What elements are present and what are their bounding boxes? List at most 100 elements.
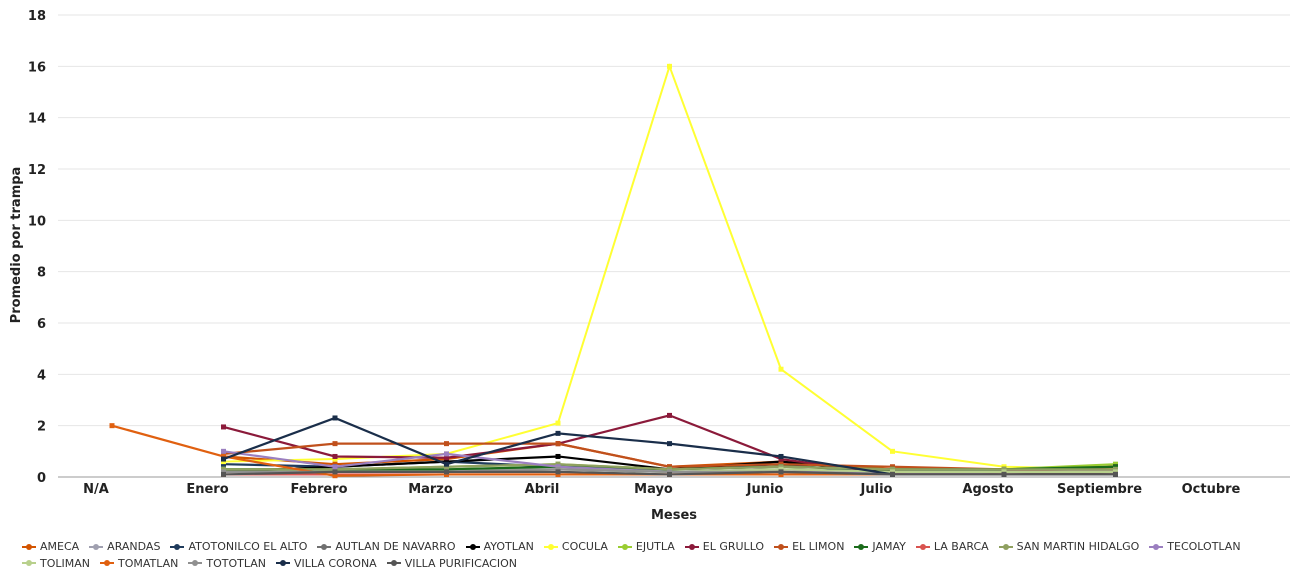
data-point[interactable] [778,464,784,470]
data-point[interactable] [221,471,226,477]
legend-item[interactable]: AMECA [22,539,79,554]
legend-label: AMECA [40,540,80,553]
data-point[interactable] [555,471,561,477]
x-tick-label: Enero [186,482,228,497]
legend-label: TOMATLAN [118,556,179,570]
data-point[interactable] [109,423,115,429]
legend-item[interactable]: TECOLOTLAN [1149,539,1241,554]
data-point[interactable] [444,461,449,467]
data-point[interactable] [332,441,338,447]
data-point[interactable] [221,469,226,475]
data-point[interactable] [332,415,338,421]
legend-item[interactable]: LA BARCA [915,539,989,554]
data-point[interactable] [444,471,449,477]
data-point[interactable] [1113,466,1118,472]
data-point[interactable] [555,469,561,475]
data-point[interactable] [890,448,895,454]
chart-legend: AMECA ARANDAS ATOTONILCO EL ALTO AUTLAN DE … [22,539,1282,572]
data-point[interactable] [1001,469,1007,475]
data-point[interactable] [667,469,672,475]
data-point[interactable] [332,453,338,459]
data-point[interactable] [221,459,226,465]
data-point[interactable] [332,469,338,475]
data-point[interactable] [667,464,672,470]
data-point[interactable] [221,424,226,430]
legend-label: ARANDAS [107,540,161,553]
x-axis-title: Meses [651,508,697,523]
legend-item[interactable]: VILLA PURIFICACION [386,556,517,571]
data-point[interactable] [1113,464,1118,470]
data-point[interactable] [221,456,226,462]
data-point[interactable] [1001,466,1007,472]
y-tick-label: 0 [37,471,46,486]
data-point[interactable] [778,456,784,462]
legend-item[interactable]: VILLA CORONA [276,556,377,571]
data-point[interactable] [667,63,672,69]
data-point[interactable] [778,366,784,372]
data-point[interactable] [890,471,895,477]
y-tick-label: 12 [28,163,46,178]
data-point[interactable] [555,466,561,472]
data-point[interactable] [555,420,561,426]
data-point[interactable] [667,441,672,447]
legend-item[interactable]: ARANDAS [89,539,160,554]
data-point[interactable] [444,466,449,472]
data-point[interactable] [1113,471,1118,477]
data-point[interactable] [778,466,784,472]
x-tick-label: Junio [746,482,784,497]
legend-item[interactable]: EL LIMON [774,539,844,554]
data-point[interactable] [221,451,226,457]
legend-item[interactable]: COCULA [543,539,608,554]
data-point[interactable] [667,412,672,418]
data-point[interactable] [890,469,895,475]
data-point[interactable] [444,455,449,461]
data-point[interactable] [1113,469,1118,475]
legend-swatch [22,558,36,568]
legend-item[interactable]: SAN MARTIN HIDALGO [998,539,1139,554]
legend-item[interactable]: TOTOTLAN [188,556,266,571]
data-point[interactable] [444,464,449,470]
legend-item[interactable]: TOLIMAN [22,556,90,571]
data-point[interactable] [332,456,338,462]
data-point[interactable] [667,466,672,472]
data-point[interactable] [221,453,226,459]
data-point[interactable] [444,469,449,475]
data-point[interactable] [667,471,672,477]
data-point[interactable] [444,459,449,465]
data-point[interactable] [332,473,338,479]
legend-item[interactable]: AYOTLAN [465,539,534,554]
data-point[interactable] [332,466,338,472]
data-point[interactable] [1113,461,1118,467]
data-point[interactable] [555,461,561,467]
data-point[interactable] [890,464,895,470]
data-point[interactable] [778,469,784,475]
legend-item[interactable]: TOMATLAN [100,556,178,571]
legend-item[interactable]: ATOTONILCO EL ALTO [170,539,307,554]
data-point[interactable] [332,461,338,467]
data-point[interactable] [778,471,784,477]
data-point[interactable] [444,441,449,447]
data-point[interactable] [221,461,226,467]
legend-swatch [617,542,632,552]
legend-item[interactable]: EJUTLA [617,539,675,554]
data-point[interactable] [890,466,895,472]
data-point[interactable] [444,451,449,457]
y-tick-label: 4 [37,368,46,383]
data-point[interactable] [778,459,784,465]
data-point[interactable] [332,464,338,470]
data-point[interactable] [1001,471,1007,477]
data-point[interactable] [555,430,561,436]
data-point[interactable] [555,464,561,470]
legend-swatch [915,542,930,552]
legend-item[interactable]: JAMAY [854,539,906,554]
data-point[interactable] [555,441,561,447]
data-point[interactable] [221,448,226,454]
legend-item[interactable]: AUTLAN DE NAVARRO [317,539,456,554]
data-point[interactable] [778,453,784,459]
data-point[interactable] [221,466,226,472]
data-point[interactable] [778,461,784,467]
legend-item[interactable]: EL GRULLO [684,539,764,554]
data-point[interactable] [555,453,561,459]
data-point[interactable] [1001,464,1007,470]
